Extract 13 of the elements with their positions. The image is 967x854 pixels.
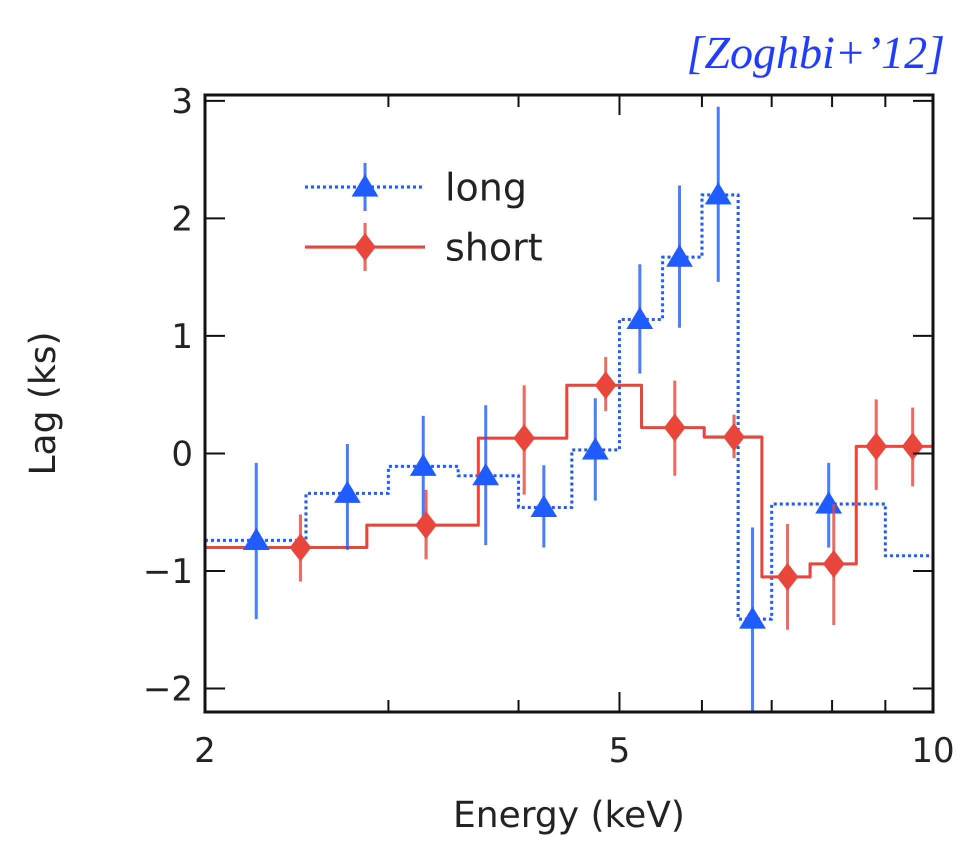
y-tick-label: 2	[171, 199, 193, 240]
y-tick-label: 1	[171, 316, 193, 357]
legend-label: short	[445, 225, 543, 270]
y-tick-label: −2	[142, 669, 193, 710]
x-tick-label: 10	[911, 731, 955, 771]
x-tick-label: 5	[608, 731, 630, 771]
x-axis-title: Energy (keV)	[453, 795, 685, 836]
text: [Zoghbi+’12]	[686, 27, 945, 78]
y-tick-label: 0	[171, 434, 193, 474]
y-axis-title: Lag (ks)	[23, 331, 64, 476]
y-tick-label: −1	[142, 552, 193, 592]
legend-label: long	[445, 165, 528, 210]
y-tick-label: 3	[171, 82, 193, 122]
